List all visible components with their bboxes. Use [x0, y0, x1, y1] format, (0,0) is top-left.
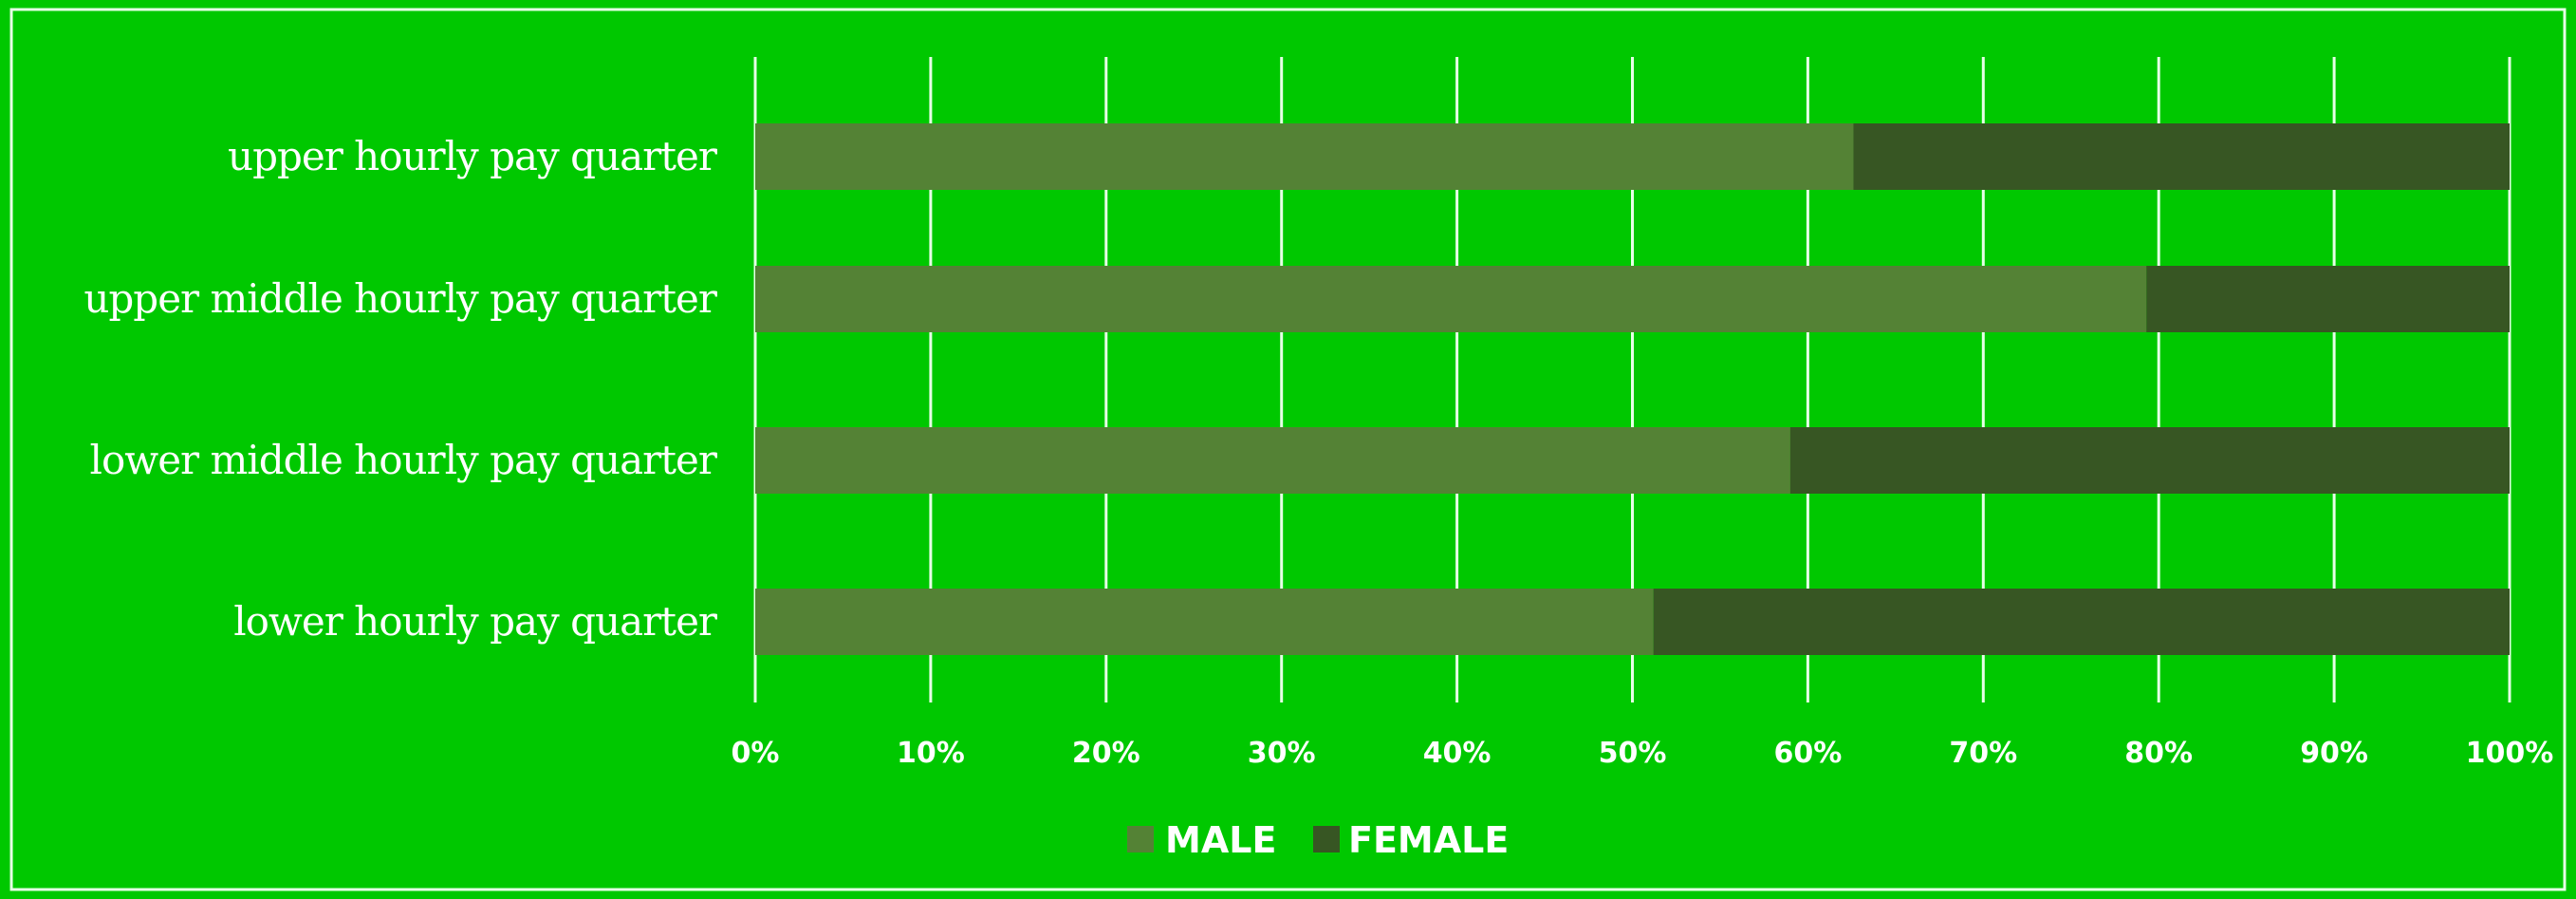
x-tick-label: 10%: [897, 737, 965, 770]
x-tick-label: 90%: [2300, 737, 2368, 770]
x-tick-label: 50%: [1599, 737, 1667, 770]
chart-border: [9, 8, 2567, 891]
x-tick-label: 20%: [1072, 737, 1140, 770]
legend: MALE FEMALE: [1127, 819, 1509, 861]
legend-label-female: FEMALE: [1348, 819, 1509, 861]
x-tick-label: 0%: [732, 737, 780, 770]
bar-female: [1789, 427, 2510, 494]
bar-male: [755, 427, 1790, 494]
category-label: lower hourly pay quarter: [233, 598, 718, 645]
legend-label-male: MALE: [1165, 819, 1276, 861]
bar-female: [2146, 266, 2510, 332]
category-label: upper hourly pay quarter: [228, 133, 718, 179]
legend-swatch-male: [1127, 826, 1154, 852]
x-tick-label: 60%: [1773, 737, 1842, 770]
bar-female: [1853, 123, 2510, 190]
bar-male: [755, 266, 2147, 332]
bar-male: [755, 589, 1654, 655]
bar-female: [1653, 589, 2510, 655]
bar-male: [755, 123, 1854, 190]
x-tick-label: 40%: [1423, 737, 1492, 770]
x-tick-label: 30%: [1248, 737, 1316, 770]
category-labels: upper hourly pay quarter upper middle hou…: [83, 133, 719, 645]
bars: [755, 123, 2510, 655]
category-label: upper middle hourly pay quarter: [83, 275, 718, 322]
x-tick-label: 80%: [2124, 737, 2193, 770]
legend-swatch-female: [1313, 826, 1340, 852]
category-label: lower middle hourly pay quarter: [90, 437, 718, 483]
x-tick-label: 100%: [2466, 737, 2554, 770]
x-tick-labels: 0% 10% 20% 30% 40% 50% 60% 70% 80% 90% 100%: [732, 737, 2554, 770]
x-tick-label: 70%: [1949, 737, 2017, 770]
